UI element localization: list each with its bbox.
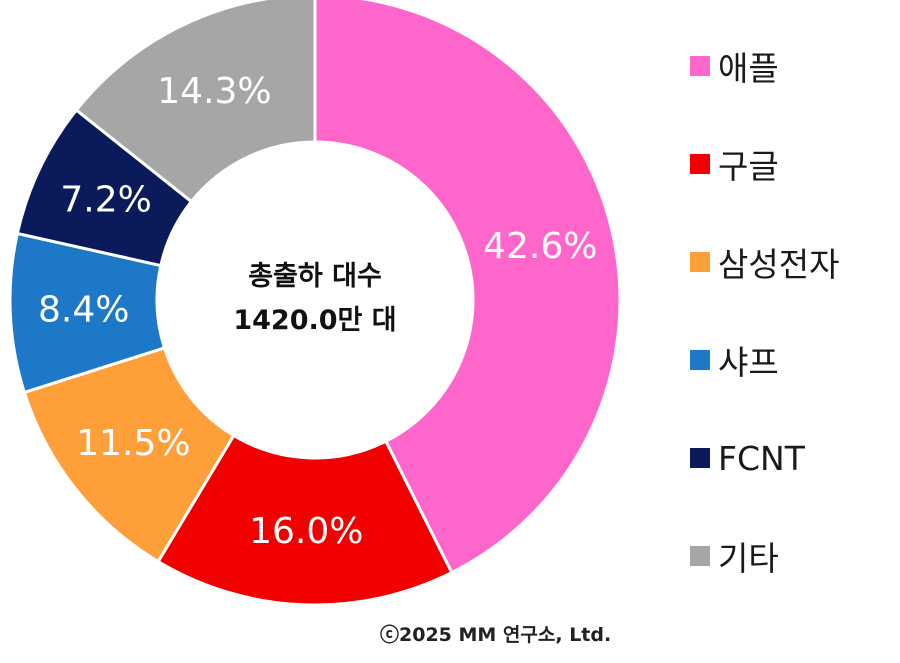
legend-label-5: 기타 bbox=[718, 539, 779, 578]
legend-item-3: 샤프 bbox=[690, 336, 890, 384]
slice-label-4: 7.2% bbox=[60, 180, 151, 221]
slice-5 bbox=[74, 0, 317, 204]
slice-label-2: 11.5% bbox=[76, 423, 190, 464]
legend-swatch-0 bbox=[690, 56, 710, 76]
center-label-line-1: 총출하 대수 bbox=[248, 261, 382, 292]
legend-label-3: 샤프 bbox=[718, 343, 779, 382]
slice-label-0: 42.6% bbox=[483, 226, 597, 267]
center-label: 총출하 대수 1420.0만 대 bbox=[200, 255, 430, 343]
copyright-text: ⓒ2025 MM 연구소, Ltd. bbox=[380, 624, 612, 646]
legend-item-4: FCNT bbox=[690, 434, 890, 482]
legend-item-1: 구글 bbox=[690, 140, 890, 188]
legend-swatch-2 bbox=[690, 252, 710, 272]
legend-item-5: 기타 bbox=[690, 532, 890, 580]
legend-label-2: 삼성전자 bbox=[718, 245, 840, 284]
legend-swatch-5 bbox=[690, 546, 710, 566]
legend-label-4: FCNT bbox=[718, 438, 805, 478]
slice-2 bbox=[22, 345, 236, 564]
center-label-line-2: 1420.0만 대 bbox=[233, 305, 397, 336]
slice-1 bbox=[156, 433, 454, 607]
legend-swatch-3 bbox=[690, 350, 710, 370]
slice-label-3: 8.4% bbox=[38, 290, 129, 331]
slice-label-1: 16.0% bbox=[249, 511, 363, 552]
legend-swatch-4 bbox=[690, 448, 710, 468]
legend-label-1: 구글 bbox=[718, 147, 779, 186]
legend-swatch-1 bbox=[690, 154, 710, 174]
slice-0 bbox=[313, 0, 622, 575]
legend-item-2: 삼성전자 bbox=[690, 238, 890, 286]
slice-label-5: 14.3% bbox=[157, 71, 271, 112]
legend-item-0: 애플 bbox=[690, 42, 890, 90]
legend-label-0: 애플 bbox=[718, 49, 779, 88]
